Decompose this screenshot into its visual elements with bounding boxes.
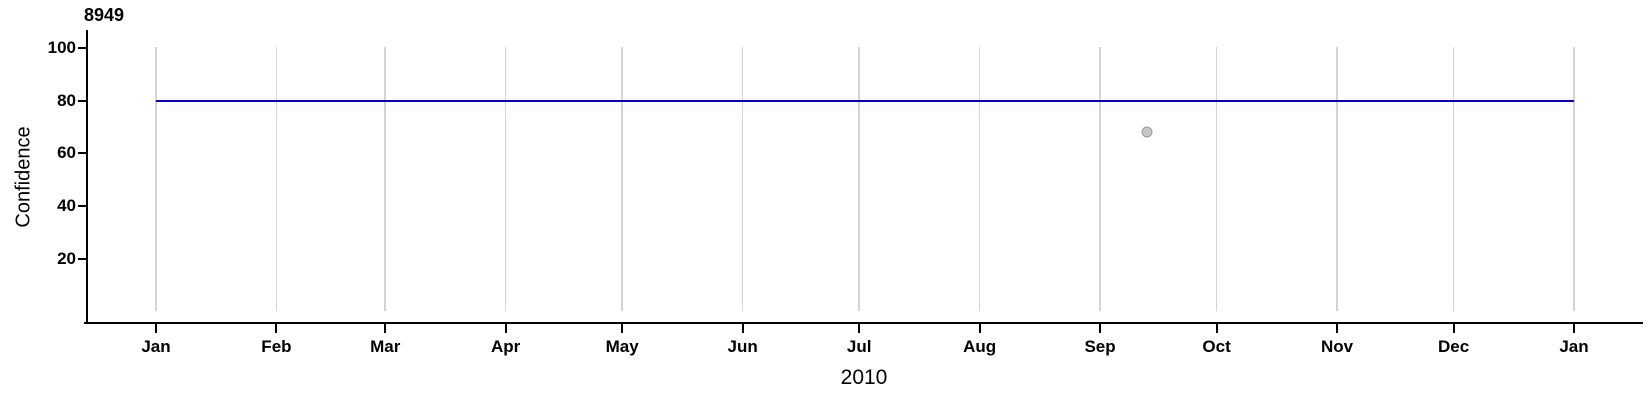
x-tick-label: Apr	[491, 337, 521, 356]
month-gridline	[858, 47, 860, 311]
y-tick-label: 40	[57, 195, 76, 215]
month-gridline	[275, 47, 278, 311]
x-tick-mark	[1215, 324, 1218, 333]
month-gridline	[1452, 47, 1455, 311]
y-tick-label: 20	[57, 248, 76, 268]
y-tick-mark	[78, 204, 86, 207]
x-tick-mark	[155, 324, 157, 333]
x-tick-mark	[1452, 324, 1455, 333]
month-gridline	[155, 47, 157, 311]
x-tick-mark	[1573, 324, 1575, 333]
x-tick-label: Aug	[963, 337, 997, 356]
x-axis-title: 2010	[840, 366, 888, 389]
y-tick-mark	[78, 152, 86, 155]
x-tick-mark	[621, 324, 624, 333]
y-tick-label: 80	[57, 90, 76, 110]
x-tick-label: Jan	[1559, 337, 1589, 356]
x-tick-mark	[504, 324, 507, 333]
month-gridline	[741, 47, 744, 311]
x-tick-label: Feb	[261, 337, 292, 356]
y-axis-line	[86, 30, 88, 324]
x-tick-label: May	[605, 337, 639, 356]
month-gridline	[1215, 47, 1218, 311]
observation-point-marker	[1141, 126, 1153, 138]
y-tick-mark	[78, 257, 86, 260]
x-tick-label: Jul	[846, 337, 872, 356]
month-gridline	[504, 47, 507, 311]
x-tick-label: Mar	[370, 337, 401, 356]
x-tick-mark	[384, 324, 387, 333]
y-tick-mark	[78, 47, 86, 49]
x-tick-mark	[1336, 324, 1339, 333]
x-tick-label: Jan	[141, 337, 171, 356]
x-tick-label: Oct	[1202, 337, 1231, 356]
x-tick-mark	[275, 324, 278, 333]
x-tick-label: Nov	[1320, 337, 1354, 356]
confidence-threshold-line	[156, 99, 1574, 102]
y-tick-label: 100	[47, 38, 76, 57]
x-tick-mark	[1099, 324, 1102, 333]
x-tick-label: Sep	[1084, 337, 1116, 356]
month-gridline	[1573, 47, 1575, 311]
month-gridline	[621, 47, 623, 311]
y-tick-label: 60	[57, 143, 76, 163]
month-gridline	[1099, 47, 1101, 311]
x-axis-line	[84, 322, 1643, 324]
x-tick-mark	[741, 324, 744, 333]
x-tick-label: Dec	[1437, 337, 1470, 356]
month-gridline	[978, 47, 981, 311]
x-tick-label: Jun	[727, 337, 758, 356]
month-gridline	[384, 47, 386, 311]
chart-title: 8949	[84, 5, 125, 25]
month-gridline	[1336, 47, 1338, 311]
x-tick-mark	[858, 324, 861, 333]
y-tick-mark	[78, 99, 86, 102]
x-tick-mark	[978, 324, 981, 333]
